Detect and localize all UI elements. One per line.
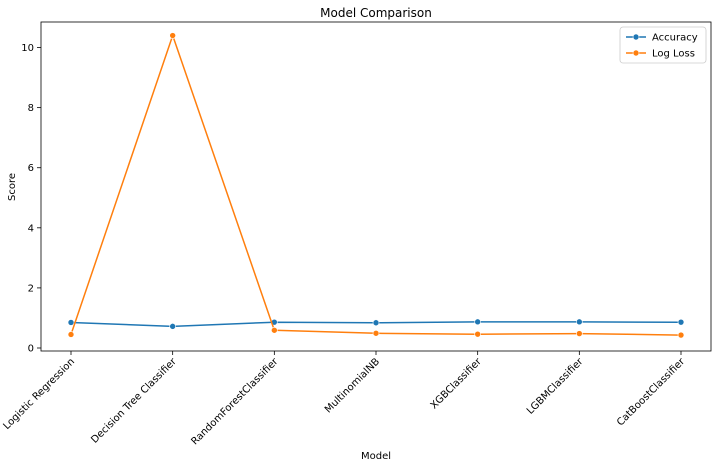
data-point [372,329,380,337]
data-point [67,331,75,338]
legend-frame [619,26,707,64]
x-tick-label: XGBClassifier [429,356,485,412]
y-tick-label: 4 [28,223,34,234]
data-point [576,330,583,337]
data-point [576,318,583,326]
y-axis-label: Score [7,173,18,201]
x-tick-label: LGBMClassifier [525,356,586,417]
x-tick-label: MultinomialNB [323,356,382,415]
data-point [372,319,380,327]
plot-area [67,32,685,339]
data-point [169,32,176,39]
data-point [169,323,176,330]
legend-swatch-marker [632,33,640,41]
x-tick-label: RandomForestClassifier [189,356,281,448]
x-axis-label: Model [361,451,391,462]
data-point [677,331,685,339]
legend: Accuracy Log Loss [619,26,707,64]
plot-frame [40,21,712,352]
series-line-log-loss [70,34,682,336]
legend-label: Accuracy [652,33,698,44]
data-point [67,319,75,326]
data-point [474,318,481,326]
y-tick-label: 8 [28,103,34,114]
legend-label: Log Loss [652,49,695,60]
x-tick-label: Logistic Regression [2,356,78,432]
y-tick-label: 6 [28,163,34,174]
data-point [271,326,278,334]
data-point [677,318,685,326]
x-tick-label: Decision Tree Classifier [89,356,179,446]
x-tick-label: CatBoostClassifier [615,356,688,429]
data-point [474,330,481,338]
chart-title: Model Comparison [320,6,432,20]
y-tick-label: 0 [28,343,34,354]
y-tick-label: 2 [28,283,34,294]
legend-swatch-marker [632,49,640,57]
y-tick-label: 10 [21,43,34,54]
